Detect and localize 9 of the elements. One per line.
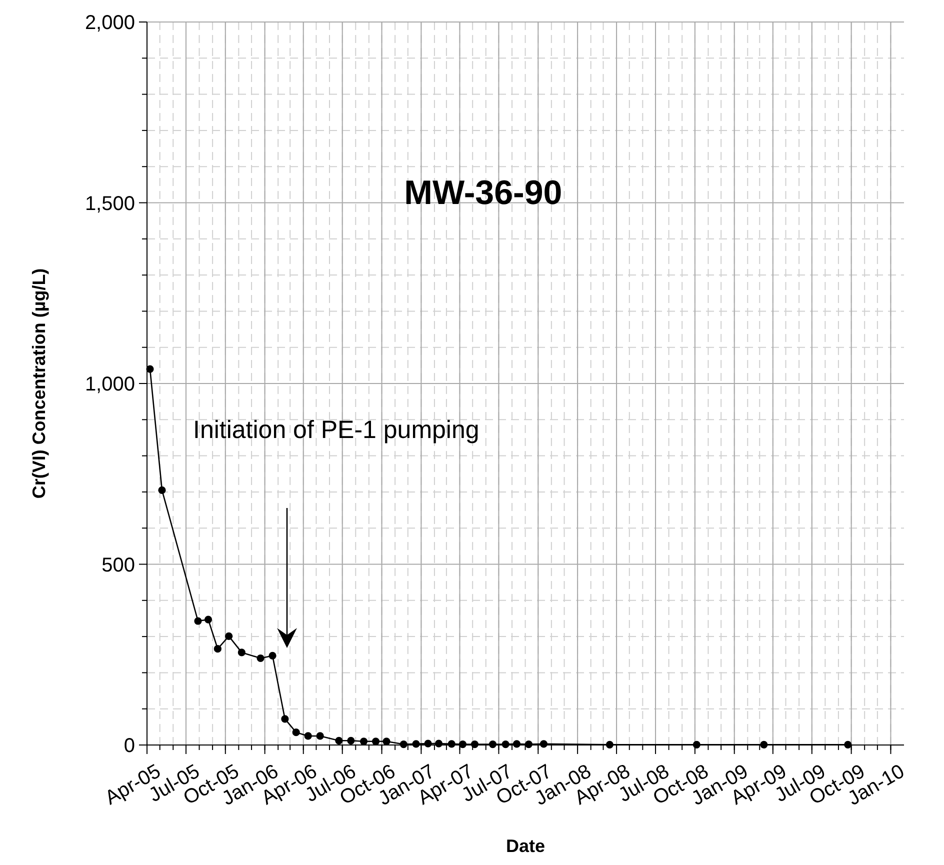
annotation: Initiation of PE-1 pumping — [193, 416, 480, 444]
y-tick-label: 0 — [124, 735, 135, 757]
y-tick-label: 1,500 — [84, 192, 135, 215]
y-tick-label: 1,000 — [84, 374, 135, 396]
y-tick-label: 2,000 — [84, 12, 135, 34]
x-axis-title: Date — [506, 836, 546, 856]
text: MW-36-90 — [404, 174, 562, 212]
y-tick-label: 500 — [102, 554, 135, 576]
y-axis-title: Cr(VI) Concentration (µg/L) — [29, 268, 49, 499]
